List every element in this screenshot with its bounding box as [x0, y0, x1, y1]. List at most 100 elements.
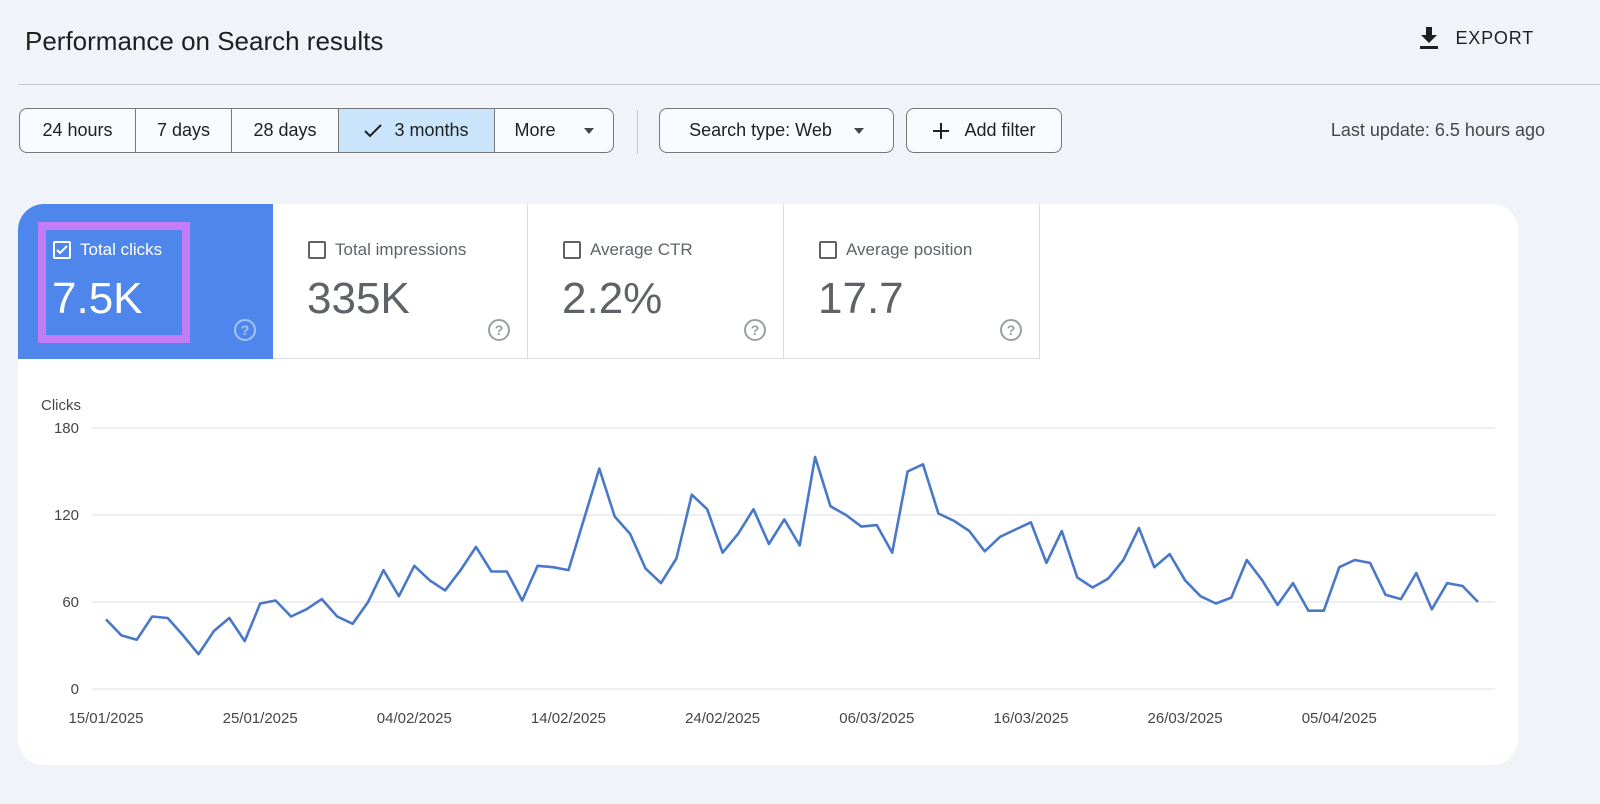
data-point[interactable] — [300, 603, 312, 615]
data-point[interactable] — [1225, 592, 1237, 604]
data-point[interactable] — [1164, 548, 1176, 560]
data-point[interactable] — [701, 503, 713, 515]
data-point[interactable] — [377, 564, 389, 576]
checkbox-checked-icon[interactable] — [53, 241, 71, 259]
data-point[interactable] — [1457, 580, 1469, 592]
data-point[interactable] — [1071, 571, 1083, 583]
range-3-months[interactable]: 3 months — [339, 109, 495, 152]
data-point[interactable] — [1148, 561, 1160, 573]
help-icon[interactable]: ? — [744, 319, 766, 341]
data-point[interactable] — [270, 595, 282, 607]
data-point[interactable] — [424, 574, 436, 586]
range-more-dropdown[interactable]: More — [495, 109, 613, 152]
data-point[interactable] — [593, 463, 605, 475]
data-point[interactable] — [686, 489, 698, 501]
add-filter-button[interactable]: Add filter — [906, 108, 1062, 153]
data-point[interactable] — [223, 612, 235, 624]
data-point[interactable] — [1426, 603, 1438, 615]
data-point[interactable] — [1195, 590, 1207, 602]
help-icon[interactable]: ? — [234, 319, 256, 341]
data-point[interactable] — [578, 513, 590, 525]
data-point[interactable] — [347, 618, 359, 630]
data-point[interactable] — [886, 547, 898, 559]
metric-total-clicks[interactable]: Total clicks 7.5K ? — [18, 204, 273, 359]
data-point[interactable] — [1179, 574, 1191, 586]
metric-total-impressions[interactable]: Total impressions 335K ? — [273, 204, 528, 359]
data-point[interactable] — [1410, 567, 1422, 579]
data-point[interactable] — [1256, 574, 1268, 586]
metric-average-ctr[interactable]: Average CTR 2.2% ? — [528, 204, 784, 359]
data-point[interactable] — [732, 528, 744, 540]
data-point[interactable] — [670, 553, 682, 565]
data-point[interactable] — [948, 515, 960, 527]
checkbox-icon[interactable] — [819, 241, 837, 259]
data-point[interactable] — [1056, 525, 1068, 537]
data-point[interactable] — [1287, 577, 1299, 589]
data-point[interactable] — [655, 577, 667, 589]
data-point[interactable] — [254, 597, 266, 609]
data-point[interactable] — [331, 611, 343, 623]
data-point[interactable] — [778, 513, 790, 525]
data-point[interactable] — [1395, 593, 1407, 605]
data-point[interactable] — [532, 560, 544, 572]
data-point[interactable] — [192, 648, 204, 660]
data-point[interactable] — [979, 545, 991, 557]
range-24-hours[interactable]: 24 hours — [20, 109, 136, 152]
data-point[interactable] — [1241, 554, 1253, 566]
data-point[interactable] — [177, 629, 189, 641]
checkbox-icon[interactable] — [308, 241, 326, 259]
data-point[interactable] — [1210, 597, 1222, 609]
metric-average-position[interactable]: Average position 17.7 ? — [784, 204, 1040, 359]
data-point[interactable] — [809, 451, 821, 463]
data-point[interactable] — [717, 547, 729, 559]
data-point[interactable] — [1133, 522, 1145, 534]
data-point[interactable] — [1040, 557, 1052, 569]
data-point[interactable] — [239, 635, 251, 647]
data-point[interactable] — [1349, 554, 1361, 566]
help-icon[interactable]: ? — [488, 319, 510, 341]
data-point[interactable] — [932, 508, 944, 520]
data-point[interactable] — [455, 564, 467, 576]
data-point[interactable] — [1087, 582, 1099, 594]
range-28-days[interactable]: 28 days — [232, 109, 339, 152]
data-point[interactable] — [547, 561, 559, 573]
data-point[interactable] — [855, 521, 867, 533]
data-point[interactable] — [1441, 577, 1453, 589]
data-point[interactable] — [1010, 524, 1022, 536]
data-point[interactable] — [1472, 596, 1484, 608]
data-point[interactable] — [994, 531, 1006, 543]
data-point[interactable] — [1272, 599, 1284, 611]
data-point[interactable] — [1025, 516, 1037, 528]
data-point[interactable] — [408, 560, 420, 572]
data-point[interactable] — [747, 503, 759, 515]
data-point[interactable] — [840, 509, 852, 521]
data-point[interactable] — [1380, 589, 1392, 601]
help-icon[interactable]: ? — [1000, 319, 1022, 341]
data-point[interactable] — [439, 584, 451, 596]
data-point[interactable] — [208, 625, 220, 637]
data-point[interactable] — [763, 538, 775, 550]
data-point[interactable] — [1364, 557, 1376, 569]
data-point[interactable] — [316, 593, 328, 605]
data-point[interactable] — [917, 458, 929, 470]
data-point[interactable] — [485, 566, 497, 578]
data-point[interactable] — [562, 564, 574, 576]
data-point[interactable] — [609, 510, 621, 522]
data-point[interactable] — [393, 590, 405, 602]
data-point[interactable] — [470, 541, 482, 553]
data-point[interactable] — [1302, 605, 1314, 617]
data-point[interactable] — [1333, 561, 1345, 573]
data-point[interactable] — [362, 596, 374, 608]
data-point[interactable] — [624, 528, 636, 540]
data-point[interactable] — [115, 629, 127, 641]
data-point[interactable] — [794, 539, 806, 551]
checkbox-icon[interactable] — [563, 241, 581, 259]
range-7-days[interactable]: 7 days — [136, 109, 232, 152]
search-type-dropdown[interactable]: Search type: Web — [659, 108, 894, 153]
data-point[interactable] — [100, 613, 112, 625]
data-point[interactable] — [146, 611, 158, 623]
data-point[interactable] — [902, 466, 914, 478]
data-point[interactable] — [640, 563, 652, 575]
data-point[interactable] — [963, 525, 975, 537]
data-point[interactable] — [1117, 554, 1129, 566]
